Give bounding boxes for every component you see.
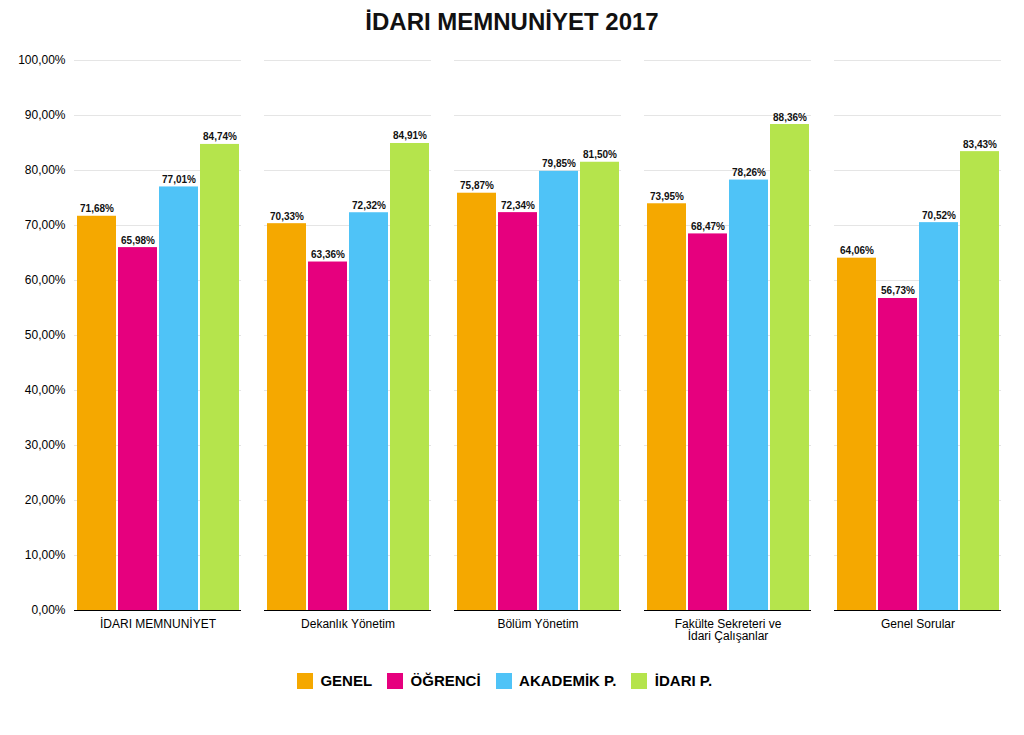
svg-text:68,47%: 68,47% [691, 221, 725, 232]
svg-text:84,74%: 84,74% [203, 131, 237, 142]
html-text:GENEL: GENEL [320, 672, 373, 689]
svg-text:56,73%: 56,73% [881, 285, 915, 296]
svg-text:73,95%: 73,95% [650, 191, 684, 202]
svg-text:75,87%: 75,87% [460, 180, 494, 191]
svg-text:50,00%: 50,00% [25, 328, 66, 342]
html-text:AKADEMİK P.: AKADEMİK P. [519, 672, 617, 689]
svg-text:71,68%: 71,68% [80, 203, 114, 214]
svg-text:100,00%: 100,00% [18, 53, 66, 67]
svg-text:72,34%: 72,34% [501, 200, 535, 211]
svg-text:40,00%: 40,00% [25, 383, 66, 397]
svg-text:30,00%: 30,00% [25, 438, 66, 452]
svg-text:70,33%: 70,33% [270, 211, 304, 222]
svg-text:İDARI MEMNUNİYET: İDARI MEMNUNİYET [100, 617, 217, 631]
svg-text:70,00%: 70,00% [25, 218, 66, 232]
html-text:İDARI P.: İDARI P. [654, 672, 713, 689]
svg-text:72,32%: 72,32% [352, 200, 386, 211]
svg-text:79,85%: 79,85% [542, 158, 576, 169]
html-text:İDARI MEMNUNİYET 2017: İDARI MEMNUNİYET 2017 [365, 8, 659, 35]
svg-text:84,91%: 84,91% [393, 130, 427, 141]
svg-text:60,00%: 60,00% [25, 273, 66, 287]
svg-text:Fakülte Sekreteri veİdari Çalı: Fakülte Sekreteri veİdari Çalışanlar [675, 617, 782, 643]
svg-text:83,43%: 83,43% [963, 139, 997, 150]
svg-text:Genel Sorular: Genel Sorular [881, 617, 955, 631]
html-text:ÖĞRENCİ: ÖĞRENCİ [410, 672, 481, 689]
svg-text:81,50%: 81,50% [583, 149, 617, 160]
svg-text:64,06%: 64,06% [840, 245, 874, 256]
svg-text:78,26%: 78,26% [732, 167, 766, 178]
svg-text:77,01%: 77,01% [162, 174, 196, 185]
svg-text:70,52%: 70,52% [922, 210, 956, 221]
svg-text:10,00%: 10,00% [25, 548, 66, 562]
svg-text:65,98%: 65,98% [121, 235, 155, 246]
svg-text:20,00%: 20,00% [25, 493, 66, 507]
svg-text:0,00%: 0,00% [31, 603, 65, 617]
svg-text:Dekanlık Yönetim: Dekanlık Yönetim [301, 617, 395, 631]
svg-text:90,00%: 90,00% [25, 108, 66, 122]
svg-text:63,36%: 63,36% [311, 249, 345, 260]
svg-text:88,36%: 88,36% [773, 112, 807, 123]
svg-text:Bölüm Yönetim: Bölüm Yönetim [497, 617, 578, 631]
svg-text:80,00%: 80,00% [25, 163, 66, 177]
